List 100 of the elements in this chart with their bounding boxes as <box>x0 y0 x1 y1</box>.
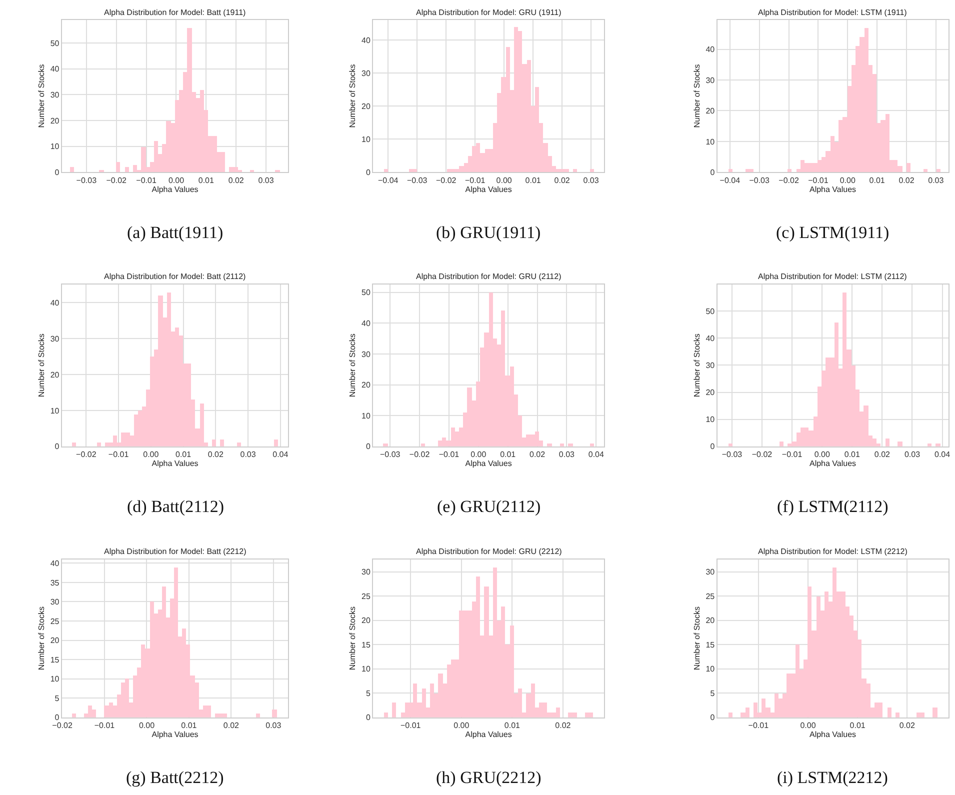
y-tick-label: 40 <box>362 36 371 46</box>
x-tick-label: −0.02 <box>76 450 97 459</box>
y-tick-label: 50 <box>706 306 716 316</box>
y-tick-label: 10 <box>706 415 716 424</box>
y-tick-label: 0 <box>366 442 371 452</box>
y-tick-label: 25 <box>50 616 60 626</box>
chart-title: Alpha Distribution for Model: Batt (2212) <box>104 547 247 556</box>
chart-title: Alpha Distribution for Model: LSTM (2112) <box>758 272 908 281</box>
y-tick-label: 50 <box>50 38 60 48</box>
x-tick-label: 0.02 <box>899 720 916 730</box>
x-tick-label: −0.01 <box>808 176 829 185</box>
chart-title: Alpha Distribution for Model: Batt (1911) <box>104 8 246 17</box>
x-tick-label: −0.02 <box>778 176 800 185</box>
x-tick-label: 0.01 <box>504 720 521 730</box>
x-axis-title: Alpha Values <box>465 459 512 468</box>
y-tick-label: 30 <box>50 90 60 100</box>
y-tick-label: 15 <box>50 655 60 664</box>
y-tick-label: 20 <box>50 370 60 380</box>
y-tick-label: 40 <box>706 45 716 54</box>
x-tick-label: −0.01 <box>136 176 157 185</box>
text: (g) Batt(2212) <box>126 768 224 787</box>
x-tick-label: −0.02 <box>106 176 128 185</box>
y-axis-title: Number of Stocks <box>348 64 358 128</box>
y-tick-label: 30 <box>706 76 716 85</box>
y-tick-label: 10 <box>362 411 371 420</box>
x-axis-title: Alpha Values <box>809 184 856 194</box>
y-axis-title: Number of Stocks <box>692 64 702 128</box>
y-tick-label: 20 <box>706 388 716 398</box>
x-tick-label: −0.03 <box>749 176 770 185</box>
y-tick-label: 20 <box>50 116 60 126</box>
y-tick-label: 5 <box>366 688 371 698</box>
y-tick-label: 0 <box>366 713 371 722</box>
x-tick-label: 0.03 <box>583 176 600 185</box>
y-tick-label: 10 <box>50 406 60 416</box>
y-tick-label: 15 <box>706 640 716 650</box>
chart-title: Alpha Distribution for Model: GRU (1911) <box>416 8 562 17</box>
y-tick-label: 10 <box>362 135 371 144</box>
x-tick-label: 0.00 <box>800 720 816 730</box>
y-tick-label: 40 <box>706 334 716 343</box>
x-tick-label: 0.03 <box>258 176 274 185</box>
x-tick-label: 0.03 <box>266 720 282 730</box>
x-tick-label: 0.01 <box>525 176 542 185</box>
x-tick-label: 0.02 <box>208 450 224 459</box>
x-tick-label: 0.03 <box>240 450 256 459</box>
y-tick-label: 0 <box>54 442 60 452</box>
x-tick-label: −0.02 <box>409 450 430 459</box>
x-tick-label: 0.02 <box>554 176 570 185</box>
x-tick-label: 0.01 <box>850 720 866 730</box>
y-tick-label: 20 <box>50 636 60 646</box>
y-tick-label: 20 <box>706 616 716 626</box>
y-tick-label: 0 <box>54 168 60 178</box>
x-axis-title: Alpha Values <box>809 730 856 740</box>
y-tick-label: 0 <box>710 168 716 178</box>
x-tick-label: −0.04 <box>378 176 399 185</box>
text: (c) LSTM(1911) <box>776 223 890 242</box>
x-axis-title: Alpha Values <box>152 184 198 194</box>
x-tick-label: 0.00 <box>454 720 470 730</box>
x-tick-label: 0.01 <box>181 720 198 730</box>
y-tick-label: 50 <box>362 288 371 298</box>
x-tick-label: 0.00 <box>840 176 856 185</box>
y-tick-label: 30 <box>706 568 716 577</box>
text: (i) LSTM(2212) <box>777 768 888 787</box>
x-tick-label: 0.00 <box>138 720 156 730</box>
y-tick-label: 0 <box>366 168 371 178</box>
x-tick-label: 0.04 <box>934 450 951 459</box>
x-tick-label: 0.02 <box>223 720 240 730</box>
y-tick-label: 15 <box>362 640 371 650</box>
y-tick-label: 30 <box>362 350 371 359</box>
y-axis-title: Number of Stocks <box>692 334 702 398</box>
y-tick-label: 30 <box>50 598 60 607</box>
y-tick-label: 20 <box>706 106 716 116</box>
text: (d) Batt(2112) <box>127 497 224 516</box>
chart-title: Alpha Distribution for Model: LSTM (1911) <box>758 8 908 17</box>
y-tick-label: 10 <box>50 674 60 684</box>
y-tick-label: 10 <box>362 664 371 674</box>
x-tick-label: 0.01 <box>175 450 192 459</box>
text: (f) LSTM(2112) <box>777 497 888 516</box>
y-tick-label: 0 <box>54 713 60 722</box>
x-tick-label: 0.00 <box>168 176 185 185</box>
x-tick-label: 0.03 <box>904 450 921 459</box>
x-tick-label: −0.02 <box>752 450 773 459</box>
x-tick-label: 0.03 <box>928 176 944 185</box>
y-tick-label: 20 <box>362 102 371 112</box>
y-tick-label: 0 <box>710 713 716 722</box>
y-tick-label: 10 <box>706 664 716 674</box>
x-tick-label: −0.01 <box>400 720 422 730</box>
y-tick-label: 30 <box>362 69 371 78</box>
x-tick-label: 0.02 <box>529 450 546 459</box>
y-axis-title: Number of Stocks <box>692 606 702 670</box>
x-tick-label: 0.01 <box>844 450 860 459</box>
y-tick-label: 20 <box>362 616 371 626</box>
y-axis-title: Number of Stocks <box>348 606 358 670</box>
x-tick-label: −0.01 <box>94 720 116 730</box>
x-tick-label: 0.01 <box>198 176 214 185</box>
x-axis-title: Alpha Values <box>465 184 512 194</box>
y-tick-label: 30 <box>50 334 60 344</box>
x-tick-label: 0.01 <box>500 450 516 459</box>
y-axis-title: Number of Stocks <box>37 606 46 670</box>
x-tick-label: −0.03 <box>406 176 428 185</box>
text: (h) GRU(2212) <box>436 768 542 787</box>
